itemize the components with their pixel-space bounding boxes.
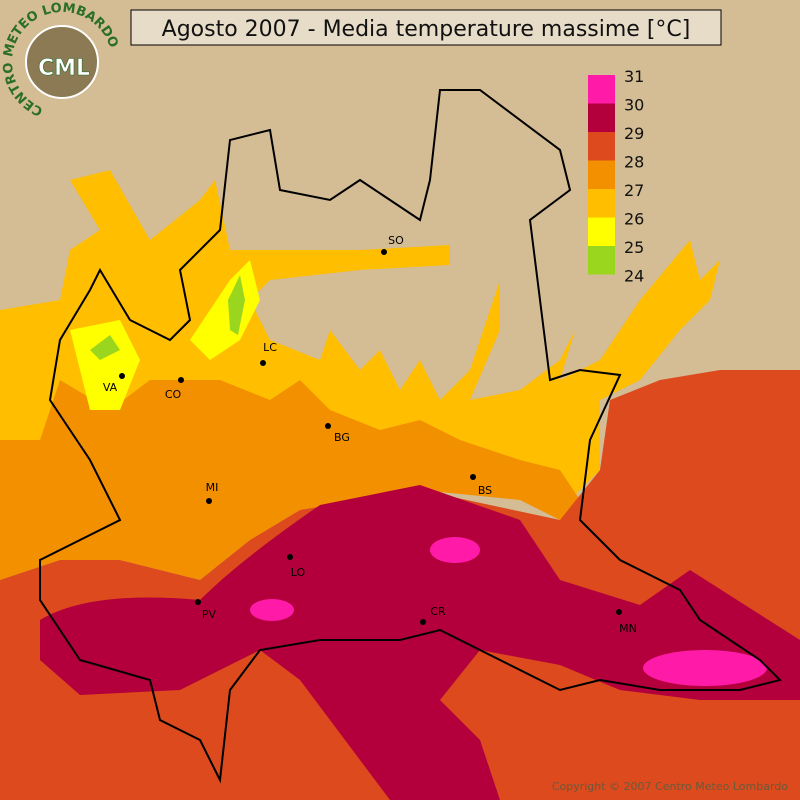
- legend-swatch: [588, 246, 615, 275]
- cities: SO LC VA CO BG MI BS LO PV CR MN: [103, 234, 637, 635]
- city-label: LO: [291, 566, 306, 579]
- city-dot: [616, 609, 622, 615]
- city-dot: [470, 474, 476, 480]
- city-label: SO: [388, 234, 404, 247]
- copyright: Copyright © 2007 Centro Meteo Lombardo: [552, 780, 788, 793]
- legend-label: 26: [624, 210, 644, 229]
- city-dot: [381, 249, 387, 255]
- city-dot: [287, 554, 293, 560]
- legend-swatch: [588, 75, 615, 104]
- isotherm-30: [40, 485, 800, 800]
- legend-swatch: [588, 160, 615, 189]
- city-dot: [325, 423, 331, 429]
- city-label: MN: [619, 622, 637, 635]
- title: Agosto 2007 - Media temperature massime …: [162, 17, 691, 42]
- city-label: BG: [334, 431, 350, 444]
- legend-label: 29: [624, 124, 644, 143]
- city-label: CO: [165, 388, 182, 401]
- legend-swatch: [588, 103, 615, 132]
- isotherm-26: [70, 320, 140, 410]
- city-dot: [420, 619, 426, 625]
- legend-swatch: [588, 132, 615, 161]
- isotherm-31: [250, 599, 294, 621]
- legend-label: 24: [624, 267, 644, 286]
- isotherm-28: [0, 380, 600, 580]
- city-label: MI: [206, 481, 219, 494]
- city-label: PV: [202, 608, 217, 621]
- title-box: [130, 9, 722, 46]
- logo-disc: [25, 25, 99, 99]
- city-dot: [260, 360, 266, 366]
- city-label: VA: [103, 381, 118, 394]
- city-label: CR: [430, 605, 446, 618]
- city-dot: [119, 373, 125, 379]
- logo-abbr: CML: [38, 56, 90, 81]
- legend-label: 31: [624, 67, 644, 86]
- region-border: [39, 89, 782, 784]
- city-dot: [178, 377, 184, 383]
- city-label: BS: [478, 484, 492, 497]
- legend: 31 30 29 28 27 26 25 24: [588, 67, 644, 286]
- isotherm-26: [190, 260, 260, 360]
- legend-swatch: [588, 189, 615, 218]
- legend-label: 25: [624, 238, 644, 257]
- city-label: LC: [263, 341, 277, 354]
- legend-label: 27: [624, 181, 644, 200]
- isotherm-31: [643, 650, 767, 686]
- city-dot: [195, 599, 201, 605]
- legend-swatch: [588, 217, 615, 246]
- isotherm-25: [228, 275, 245, 335]
- city-dot: [206, 498, 212, 504]
- isotherm-25: [90, 335, 120, 360]
- legend-label: 28: [624, 153, 644, 172]
- isotherm-31: [430, 537, 480, 563]
- legend-label: 30: [624, 96, 644, 115]
